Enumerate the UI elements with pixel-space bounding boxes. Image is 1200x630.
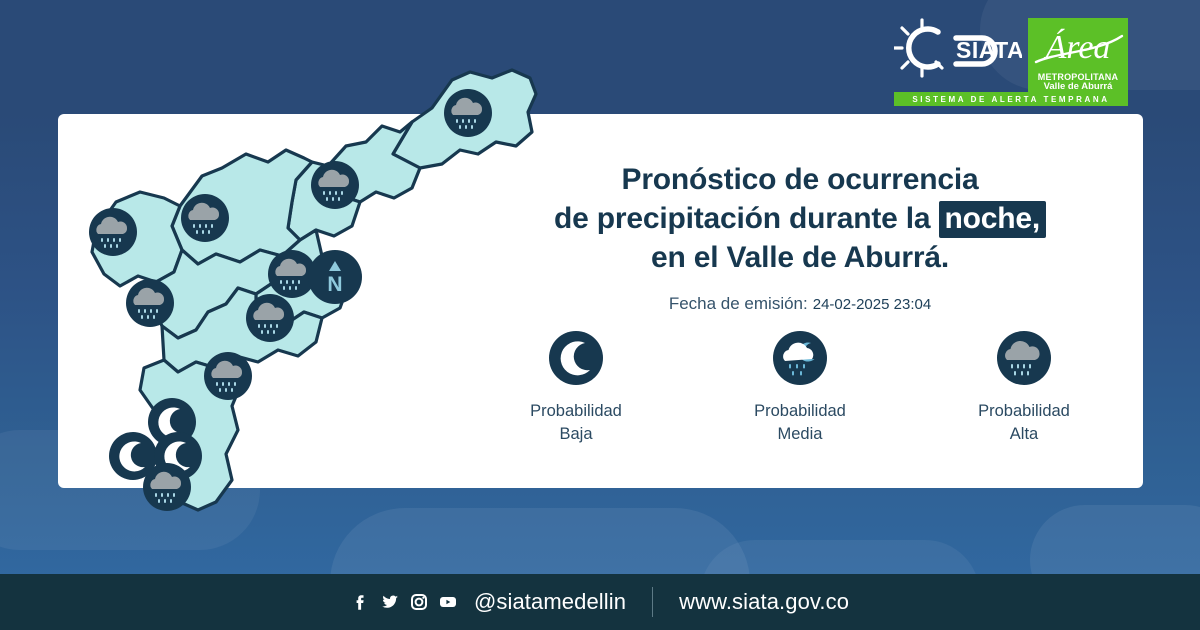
- map-marker-baja[interactable]: [108, 431, 158, 481]
- map-marker-alta[interactable]: [203, 351, 253, 401]
- amva-line1: METROPOLITANA: [1037, 71, 1119, 82]
- map-marker-alta[interactable]: [245, 293, 295, 343]
- legend-media-line2: Media: [777, 424, 823, 443]
- map-marker-alta[interactable]: [88, 207, 138, 257]
- map-marker-alta[interactable]: [443, 88, 493, 138]
- legend-label-alta: Probabilidad Alta: [944, 400, 1104, 446]
- youtube-icon[interactable]: [438, 592, 458, 612]
- title-line-2-text: de precipitación durante la: [554, 202, 939, 235]
- amva-line2: Valle de Aburrá: [1043, 81, 1113, 93]
- website-url[interactable]: www.siata.gov.co: [679, 589, 850, 614]
- page-title: Pronóstico de ocurrencia de precipitació…: [470, 160, 1130, 277]
- siata-logo: SIATA: [894, 18, 1022, 96]
- tagline-strip: SISTEMA DE ALERTA TEMPRANA: [894, 92, 1128, 106]
- twitter-icon[interactable]: [380, 592, 400, 612]
- map-marker-alta[interactable]: [180, 193, 230, 243]
- issue-date-label: Fecha de emisión:: [668, 294, 808, 313]
- svg-text:N: N: [327, 273, 342, 296]
- issue-date-value: 24-02-2025 23:04: [812, 296, 932, 313]
- tagline-text: SISTEMA DE ALERTA TEMPRANA: [912, 94, 1110, 104]
- map-marker-alta[interactable]: [267, 249, 317, 299]
- cloud-rain-icon: [996, 330, 1052, 386]
- logo-group: SIATA Área METROPOLITANA Valle de Aburrá: [894, 18, 1128, 96]
- title-line-1: Pronóstico de ocurrencia: [621, 163, 979, 196]
- title-line-3: en el Valle de Aburrá.: [651, 241, 949, 274]
- title-highlight-noche: noche,: [938, 201, 1046, 238]
- headline-block: Pronóstico de ocurrencia de precipitació…: [470, 160, 1130, 314]
- footer-bar: @siatamedellin www.siata.gov.co: [0, 574, 1200, 630]
- compass-north-icon: N: [307, 249, 363, 305]
- issue-date: Fecha de emisión: 24-02-2025 23:04: [470, 294, 1130, 314]
- legend-baja-line2: Baja: [559, 424, 593, 443]
- legend-label-baja: Probabilidad Baja: [496, 400, 656, 446]
- svg-text:Área: Área: [1044, 29, 1111, 66]
- legend-baja-line1: Probabilidad: [530, 402, 622, 420]
- legend-item-baja: Probabilidad Baja: [496, 330, 656, 446]
- legend-alta-line1: Probabilidad: [978, 402, 1070, 420]
- amva-logo: Área METROPOLITANA Valle de Aburrá: [1028, 18, 1128, 96]
- footer-divider: [652, 587, 654, 617]
- map-marker-alta[interactable]: [125, 278, 175, 328]
- facebook-icon[interactable]: [351, 592, 371, 612]
- legend-item-alta: Probabilidad Alta: [944, 330, 1104, 446]
- social-handle[interactable]: @siatamedellin: [473, 589, 627, 614]
- title-line-2: de precipitación durante la noche,: [470, 199, 1130, 238]
- moon-icon: [548, 330, 604, 386]
- legend-alta-line2: Alta: [1009, 424, 1039, 443]
- probability-legend: Probabilidad Baja Probabilidad Media: [470, 330, 1130, 446]
- legend-item-media: Probabilidad Media: [720, 330, 880, 446]
- social-icons: [351, 592, 458, 612]
- map-marker-alta[interactable]: [142, 462, 192, 512]
- svg-text:SIATA: SIATA: [956, 37, 1022, 63]
- map-marker-alta[interactable]: [310, 160, 360, 210]
- instagram-icon[interactable]: [409, 592, 429, 612]
- valle-de-aburra-map: N: [60, 50, 580, 570]
- cloud-moon-rain-icon: [772, 330, 828, 386]
- legend-label-media: Probabilidad Media: [720, 400, 880, 446]
- amva-script-icon: Área: [1028, 22, 1128, 70]
- legend-media-line1: Probabilidad: [754, 402, 846, 420]
